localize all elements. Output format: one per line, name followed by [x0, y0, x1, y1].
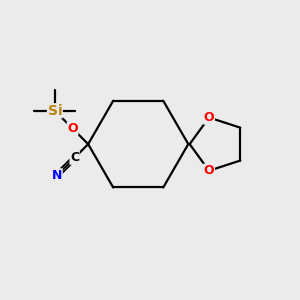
Text: N: N	[52, 169, 62, 182]
Text: O: O	[204, 111, 214, 124]
Text: Si: Si	[47, 104, 62, 118]
Text: C: C	[70, 151, 79, 164]
Text: O: O	[204, 164, 214, 177]
Text: O: O	[67, 122, 78, 135]
